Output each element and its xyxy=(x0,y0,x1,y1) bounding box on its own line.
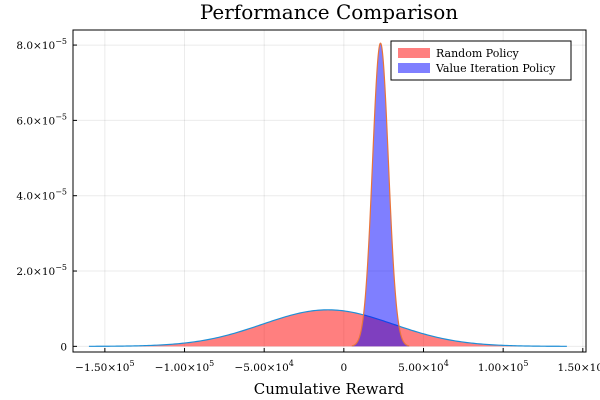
x-tick-label: 5.00×104 xyxy=(398,359,449,374)
legend-label: Random Policy xyxy=(436,47,520,60)
y-tick-label: 4.0×10−5 xyxy=(16,188,67,203)
x-tick-label: −1.00×105 xyxy=(155,359,214,374)
chart-title: Performance Comparison xyxy=(200,0,458,24)
series-layer xyxy=(88,42,567,347)
plot-frame xyxy=(72,29,587,353)
series-line-0 xyxy=(88,309,567,347)
legend-label: Value Iteration Policy xyxy=(435,62,556,75)
x-tick-label: −5.00×104 xyxy=(234,359,293,374)
legend-swatch xyxy=(398,48,430,58)
series-line-1 xyxy=(351,42,410,347)
x-tick-label: 0 xyxy=(340,362,347,374)
legend-swatch xyxy=(398,63,430,73)
series-area-1 xyxy=(351,43,410,347)
series-area-0 xyxy=(88,309,567,347)
y-tick-label: 6.0×10−5 xyxy=(16,112,67,127)
legend-box xyxy=(390,40,572,81)
y-tick-label: 0 xyxy=(60,341,67,353)
y-tick-label: 8.0×10−5 xyxy=(16,37,67,52)
y-tick-label: 2.0×10−5 xyxy=(16,263,67,278)
x-tick-label: −1.50×105 xyxy=(75,359,134,374)
legend: Random Policy Value Iteration Policy xyxy=(390,40,572,81)
x-tick-label: 1.00×105 xyxy=(478,359,529,374)
x-tick-label: 1.50×105 xyxy=(557,359,600,374)
grid xyxy=(73,30,586,352)
ticks: −1.50×105 −1.00×105 −5.00×104 0 5.00×104 1.00… xyxy=(16,37,600,374)
x-axis-label: Cumulative Reward xyxy=(254,380,405,398)
